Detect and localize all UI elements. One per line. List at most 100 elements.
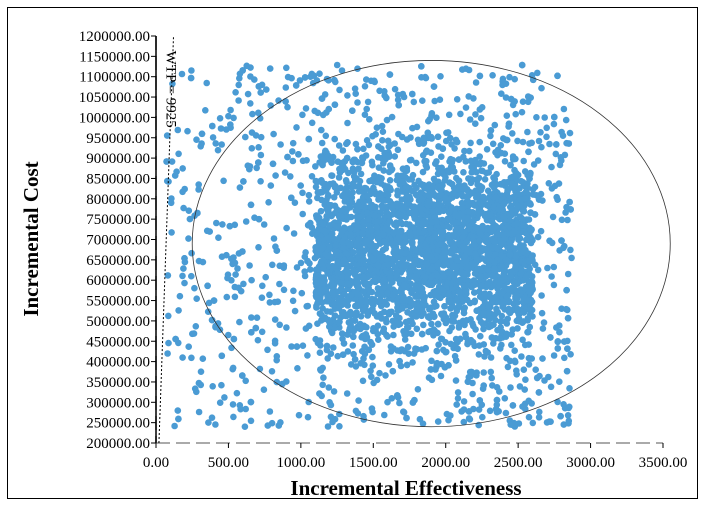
scatter-point [547, 334, 554, 341]
scatter-point [254, 336, 262, 344]
scatter-point [493, 401, 501, 409]
scatter-point [369, 362, 377, 370]
scatter-point [463, 186, 470, 193]
scatter-point [546, 140, 553, 148]
scatter-point [305, 198, 313, 205]
scatter-point [389, 202, 397, 210]
scatter-point [455, 177, 463, 185]
scatter-point [355, 284, 362, 291]
y-axis-title: Incremental Cost [19, 161, 43, 316]
scatter-point [236, 184, 244, 191]
scatter-point [406, 255, 413, 262]
scatter-point [505, 120, 513, 128]
scatter-point [476, 72, 484, 80]
scatter-point [489, 272, 497, 280]
scatter-point [203, 79, 210, 87]
scatter-point [361, 350, 369, 358]
scatter-point [367, 203, 374, 210]
scatter-point [320, 157, 328, 165]
scatter-point [455, 156, 463, 163]
scatter-point [506, 357, 514, 365]
scatter-point [412, 273, 419, 281]
scatter-point [537, 129, 544, 136]
scatter-point [333, 223, 341, 230]
scatter-point [231, 259, 239, 267]
scatter-point [304, 221, 312, 229]
scatter-point [195, 181, 202, 188]
scatter-point [365, 215, 372, 223]
scatter-point [510, 285, 518, 293]
scatter-point [524, 93, 532, 100]
scatter-point [339, 147, 347, 154]
scatter-point [502, 94, 510, 101]
y-tick-label: 750000.00 [86, 212, 150, 228]
scatter-point [273, 353, 281, 360]
scatter-point [565, 140, 573, 147]
scatter-point [479, 167, 486, 175]
scatter-point [248, 314, 255, 321]
scatter-point [373, 124, 381, 131]
scatter-point [460, 398, 468, 405]
scatter-point [523, 236, 530, 244]
scatter-point [446, 134, 454, 142]
scatter-point [346, 241, 354, 249]
scatter-point [301, 74, 309, 81]
scatter-point [317, 367, 325, 374]
scatter-point [347, 225, 354, 232]
scatter-point [176, 292, 184, 300]
scatter-point [509, 101, 517, 109]
scatter-point [344, 348, 352, 355]
scatter-point [556, 378, 563, 386]
scatter-point [406, 229, 413, 236]
scatter-point [331, 415, 339, 423]
scatter-point [216, 399, 224, 407]
scatter-point [516, 235, 524, 242]
scatter-point [508, 421, 516, 429]
scatter-point [269, 160, 277, 168]
scatter-point [549, 213, 557, 221]
scatter-point [564, 345, 571, 353]
scatter-point [358, 159, 366, 167]
scatter-point [393, 271, 401, 279]
scatter-point [314, 189, 322, 196]
scatter-point [434, 272, 441, 280]
scatter-point [472, 111, 479, 118]
scatter-point [492, 223, 500, 230]
scatter-point [318, 95, 326, 102]
scatter-point [491, 265, 498, 273]
scatter-point [327, 156, 335, 163]
scatter-point [248, 276, 255, 284]
scatter-point [331, 76, 338, 84]
scatter-point [480, 309, 487, 317]
scatter-point [404, 199, 411, 207]
scatter-point [525, 341, 532, 348]
scatter-point [343, 390, 351, 397]
scatter-point [292, 82, 300, 89]
scatter-point [354, 99, 361, 106]
scatter-point [526, 140, 533, 147]
scatter-point [394, 96, 402, 104]
scatter-point [403, 183, 410, 190]
wtp-threshold-label: WTP = 9925 [163, 51, 179, 128]
scatter-point [454, 395, 462, 402]
scatter-point [317, 260, 325, 267]
scatter-point [191, 385, 199, 393]
scatter-point [329, 180, 337, 187]
scatter-point [430, 201, 438, 208]
scatter-point [512, 260, 520, 268]
scatter-point [188, 354, 195, 362]
scatter-point [422, 273, 429, 281]
scatter-point [262, 273, 269, 281]
scatter-point [392, 318, 400, 326]
scatter-point [231, 221, 239, 229]
scatter-point [318, 126, 325, 134]
scatter-point [385, 226, 392, 233]
scatter-point [284, 73, 292, 81]
scatter-point [384, 333, 391, 340]
scatter-point [375, 164, 383, 171]
scatter-point [424, 202, 432, 209]
scatter-point [495, 205, 503, 213]
scatter-point [403, 361, 411, 369]
scatter-point [519, 298, 527, 306]
scatter-point [247, 64, 254, 71]
